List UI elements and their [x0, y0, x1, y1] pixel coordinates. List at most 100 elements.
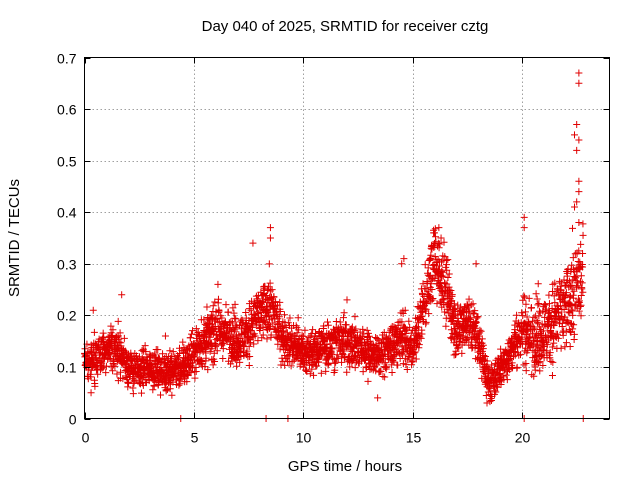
data-point — [462, 337, 470, 345]
data-point — [192, 367, 200, 375]
data-point — [141, 342, 149, 350]
data-point — [577, 272, 585, 280]
data-point — [234, 354, 242, 362]
data-point — [543, 341, 551, 349]
data-point — [343, 296, 351, 304]
data-point — [189, 327, 197, 335]
data-point — [564, 318, 572, 326]
data-point — [530, 372, 538, 380]
data-point — [109, 326, 117, 334]
data-point — [184, 372, 192, 380]
data-point — [214, 318, 222, 326]
data-point — [539, 361, 547, 369]
data-point — [332, 358, 340, 366]
data-point — [443, 266, 451, 274]
data-point — [91, 382, 99, 390]
plot-frame — [84, 57, 610, 419]
data-point — [266, 287, 274, 295]
data-point — [424, 264, 432, 272]
data-point — [331, 359, 339, 367]
data-point — [421, 261, 429, 269]
data-point — [547, 358, 555, 366]
data-point — [219, 355, 227, 363]
data-point — [522, 367, 530, 375]
data-point — [447, 286, 455, 294]
data-point — [106, 351, 114, 359]
data-point — [523, 313, 531, 321]
data-point — [120, 334, 128, 342]
data-point — [466, 307, 474, 315]
data-point — [213, 347, 221, 355]
data-point — [266, 234, 274, 242]
data-point — [209, 302, 217, 310]
data-point — [469, 300, 477, 308]
data-point — [151, 374, 159, 382]
data-point — [289, 357, 297, 365]
data-point — [331, 366, 339, 374]
data-point — [426, 255, 434, 263]
data-point — [259, 331, 267, 339]
data-point — [351, 313, 359, 321]
chart-title: Day 040 of 2025, SRMTID for receiver czt… — [202, 18, 489, 35]
data-point — [439, 272, 447, 280]
data-point — [328, 350, 336, 358]
data-point — [250, 340, 258, 348]
data-point — [521, 308, 529, 316]
data-point — [226, 337, 234, 345]
data-point — [477, 327, 485, 335]
data-point — [579, 288, 587, 296]
data-point — [468, 338, 476, 346]
data-point — [569, 294, 577, 302]
data-point — [276, 298, 284, 306]
data-point — [579, 249, 587, 257]
data-point — [102, 369, 110, 377]
data-point — [503, 376, 511, 384]
data-point — [222, 301, 230, 309]
data-point — [168, 391, 176, 399]
data-point — [230, 309, 238, 317]
data-point — [435, 224, 443, 232]
data-point — [525, 333, 533, 341]
data-point — [486, 398, 494, 406]
x-axis-label: GPS time / hours — [288, 458, 402, 475]
data-point — [573, 121, 581, 129]
data-point — [374, 394, 382, 402]
data-point — [557, 344, 565, 352]
data-point — [218, 314, 226, 322]
data-point — [169, 348, 177, 356]
data-point — [441, 253, 449, 261]
data-point — [463, 302, 471, 310]
data-point — [418, 330, 426, 338]
data-point — [202, 354, 210, 362]
data-point — [243, 347, 251, 355]
x-tick-label: 5 — [191, 430, 199, 446]
y-tick-label: 0.2 — [57, 308, 77, 324]
data-point — [415, 341, 423, 349]
data-point — [237, 353, 245, 361]
data-point — [275, 313, 283, 321]
data-point — [559, 297, 567, 305]
data-points — [81, 69, 587, 422]
data-point — [412, 355, 420, 363]
y-tick-label: 0.4 — [57, 205, 77, 221]
x-tick-label: 10 — [296, 430, 312, 446]
data-point — [551, 279, 559, 287]
data-point — [311, 330, 319, 338]
y-tick-label: 0.6 — [57, 102, 77, 118]
data-point — [117, 368, 125, 376]
data-point — [186, 334, 194, 342]
data-point — [577, 240, 585, 248]
data-point — [364, 329, 372, 337]
data-point — [394, 361, 402, 369]
data-point — [364, 333, 372, 341]
data-point — [548, 343, 556, 351]
data-point — [414, 323, 422, 331]
data-point — [448, 291, 456, 299]
data-point — [154, 346, 162, 354]
data-point — [175, 377, 183, 385]
data-point — [96, 358, 104, 366]
data-point — [132, 376, 140, 384]
data-point — [513, 363, 521, 371]
data-point — [254, 337, 262, 345]
data-point — [575, 188, 583, 196]
